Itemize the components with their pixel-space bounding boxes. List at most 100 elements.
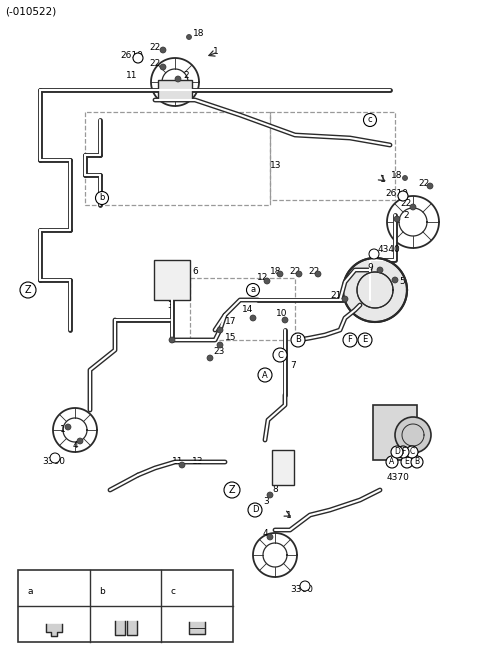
Text: 21: 21: [330, 290, 341, 300]
Polygon shape: [46, 624, 62, 636]
Text: 22: 22: [149, 43, 160, 51]
Circle shape: [406, 446, 418, 458]
Circle shape: [77, 438, 83, 444]
Text: 3: 3: [167, 300, 173, 309]
Text: 9: 9: [367, 263, 373, 273]
Text: a: a: [251, 286, 255, 294]
Circle shape: [273, 348, 287, 362]
Circle shape: [20, 282, 36, 298]
Text: 22: 22: [308, 267, 319, 275]
Bar: [158, 80, 192, 100]
Text: 10: 10: [276, 309, 288, 317]
Text: a: a: [27, 587, 33, 597]
Text: 1: 1: [60, 426, 66, 434]
Bar: [154, 260, 190, 300]
Circle shape: [343, 333, 357, 347]
Circle shape: [50, 453, 60, 463]
Text: 2: 2: [403, 210, 408, 219]
Text: (-010522): (-010522): [5, 7, 56, 17]
Circle shape: [267, 534, 273, 540]
Text: 2610: 2610: [120, 51, 143, 60]
Circle shape: [377, 267, 383, 273]
Circle shape: [277, 271, 283, 277]
Circle shape: [175, 76, 181, 82]
Text: 2610: 2610: [385, 189, 408, 198]
Circle shape: [296, 271, 302, 277]
Text: b: b: [99, 587, 105, 597]
Circle shape: [282, 317, 288, 323]
Text: 15: 15: [225, 332, 237, 342]
Text: 5: 5: [399, 277, 405, 286]
Text: 4: 4: [73, 440, 79, 449]
Text: C: C: [277, 350, 283, 359]
Circle shape: [342, 296, 348, 302]
Circle shape: [291, 333, 305, 347]
Text: 11: 11: [126, 70, 137, 79]
Text: F: F: [348, 336, 352, 344]
Circle shape: [394, 216, 400, 222]
Circle shape: [410, 204, 416, 210]
Text: A: A: [389, 457, 395, 466]
Text: E: E: [405, 457, 409, 466]
Text: b: b: [99, 194, 105, 202]
Circle shape: [167, 585, 180, 599]
Circle shape: [369, 249, 379, 259]
Text: B: B: [414, 457, 420, 466]
Text: 1: 1: [286, 510, 292, 520]
Text: 4340: 4340: [378, 246, 401, 254]
Text: 22: 22: [418, 179, 429, 187]
Circle shape: [95, 585, 108, 599]
Text: D: D: [394, 447, 400, 457]
Text: A: A: [262, 371, 268, 380]
Bar: [18, 570, 233, 642]
Text: 14: 14: [242, 306, 253, 315]
Text: 18: 18: [193, 28, 204, 37]
Text: 18: 18: [270, 267, 281, 275]
Polygon shape: [189, 622, 205, 634]
Text: 3300: 3300: [290, 585, 313, 595]
Text: F: F: [401, 447, 405, 457]
Text: 20: 20: [185, 587, 200, 597]
Circle shape: [217, 342, 223, 348]
Circle shape: [250, 315, 256, 321]
Text: 13: 13: [192, 457, 204, 466]
Circle shape: [207, 355, 213, 361]
Circle shape: [258, 368, 272, 382]
Circle shape: [96, 191, 108, 204]
Text: 16: 16: [42, 587, 56, 597]
Circle shape: [169, 337, 175, 343]
Text: 19: 19: [114, 587, 128, 597]
Bar: [272, 450, 294, 485]
Circle shape: [160, 64, 166, 70]
Circle shape: [386, 456, 398, 468]
Text: 4370: 4370: [387, 474, 410, 482]
Text: 1: 1: [213, 47, 219, 57]
Circle shape: [315, 271, 321, 277]
Circle shape: [224, 482, 240, 498]
Circle shape: [344, 259, 406, 321]
Circle shape: [264, 278, 270, 284]
Text: 22: 22: [149, 60, 160, 68]
Circle shape: [397, 446, 409, 458]
Text: 23: 23: [213, 348, 224, 357]
Text: 1: 1: [380, 175, 386, 185]
Polygon shape: [127, 621, 136, 635]
Text: 8: 8: [272, 486, 278, 495]
Circle shape: [217, 327, 223, 333]
Circle shape: [300, 581, 310, 591]
Text: 11: 11: [172, 457, 183, 466]
Circle shape: [411, 456, 423, 468]
Circle shape: [395, 417, 431, 453]
Polygon shape: [115, 621, 124, 635]
Text: 7: 7: [290, 361, 296, 369]
Text: Z: Z: [24, 285, 31, 295]
Circle shape: [23, 585, 37, 599]
Circle shape: [427, 183, 433, 189]
Circle shape: [247, 284, 260, 296]
FancyBboxPatch shape: [373, 405, 417, 460]
Circle shape: [363, 114, 376, 127]
Circle shape: [392, 277, 398, 283]
Circle shape: [401, 456, 413, 468]
Text: D: D: [252, 505, 258, 514]
Text: 4: 4: [263, 528, 269, 537]
